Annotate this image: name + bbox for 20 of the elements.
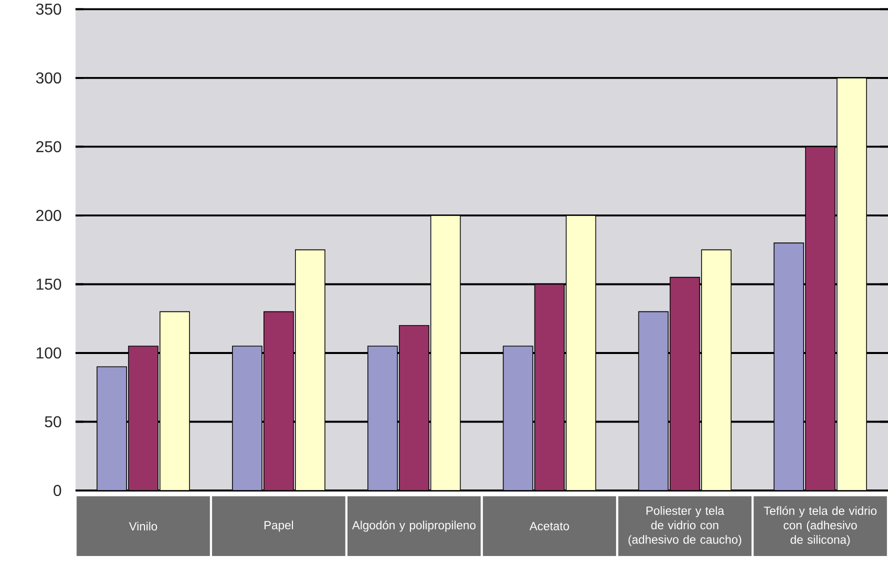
x-tick-label: Teflón y tela de vidrio con (adhesivo de silicona): [764, 506, 877, 546]
y-tick-label: 100: [36, 347, 62, 358]
y-tick-label: 200: [36, 210, 62, 221]
y-tick-label: 0: [54, 484, 62, 496]
x-tick-label: Vinilo: [128, 522, 158, 530]
y-tick-label: 150: [36, 278, 62, 290]
bar: [566, 214, 596, 490]
bar: [430, 214, 461, 490]
bar: [160, 311, 190, 490]
bar: [701, 249, 732, 490]
bar: [836, 77, 867, 490]
y-tick-label: 300: [36, 72, 62, 84]
x-tick-label: Poliester y tela de vidrio con (adhesivo de caucho): [628, 506, 742, 546]
x-tick-label: Papel: [264, 520, 293, 532]
y-tick-label: 350: [36, 3, 62, 15]
bar: [295, 249, 326, 490]
y-tick-label: 50: [44, 416, 62, 428]
x-tick-label: Acetato: [529, 522, 569, 530]
y-tick-label: 250: [36, 140, 62, 152]
x-tick-label: Algodón y polipropileno: [352, 520, 476, 532]
